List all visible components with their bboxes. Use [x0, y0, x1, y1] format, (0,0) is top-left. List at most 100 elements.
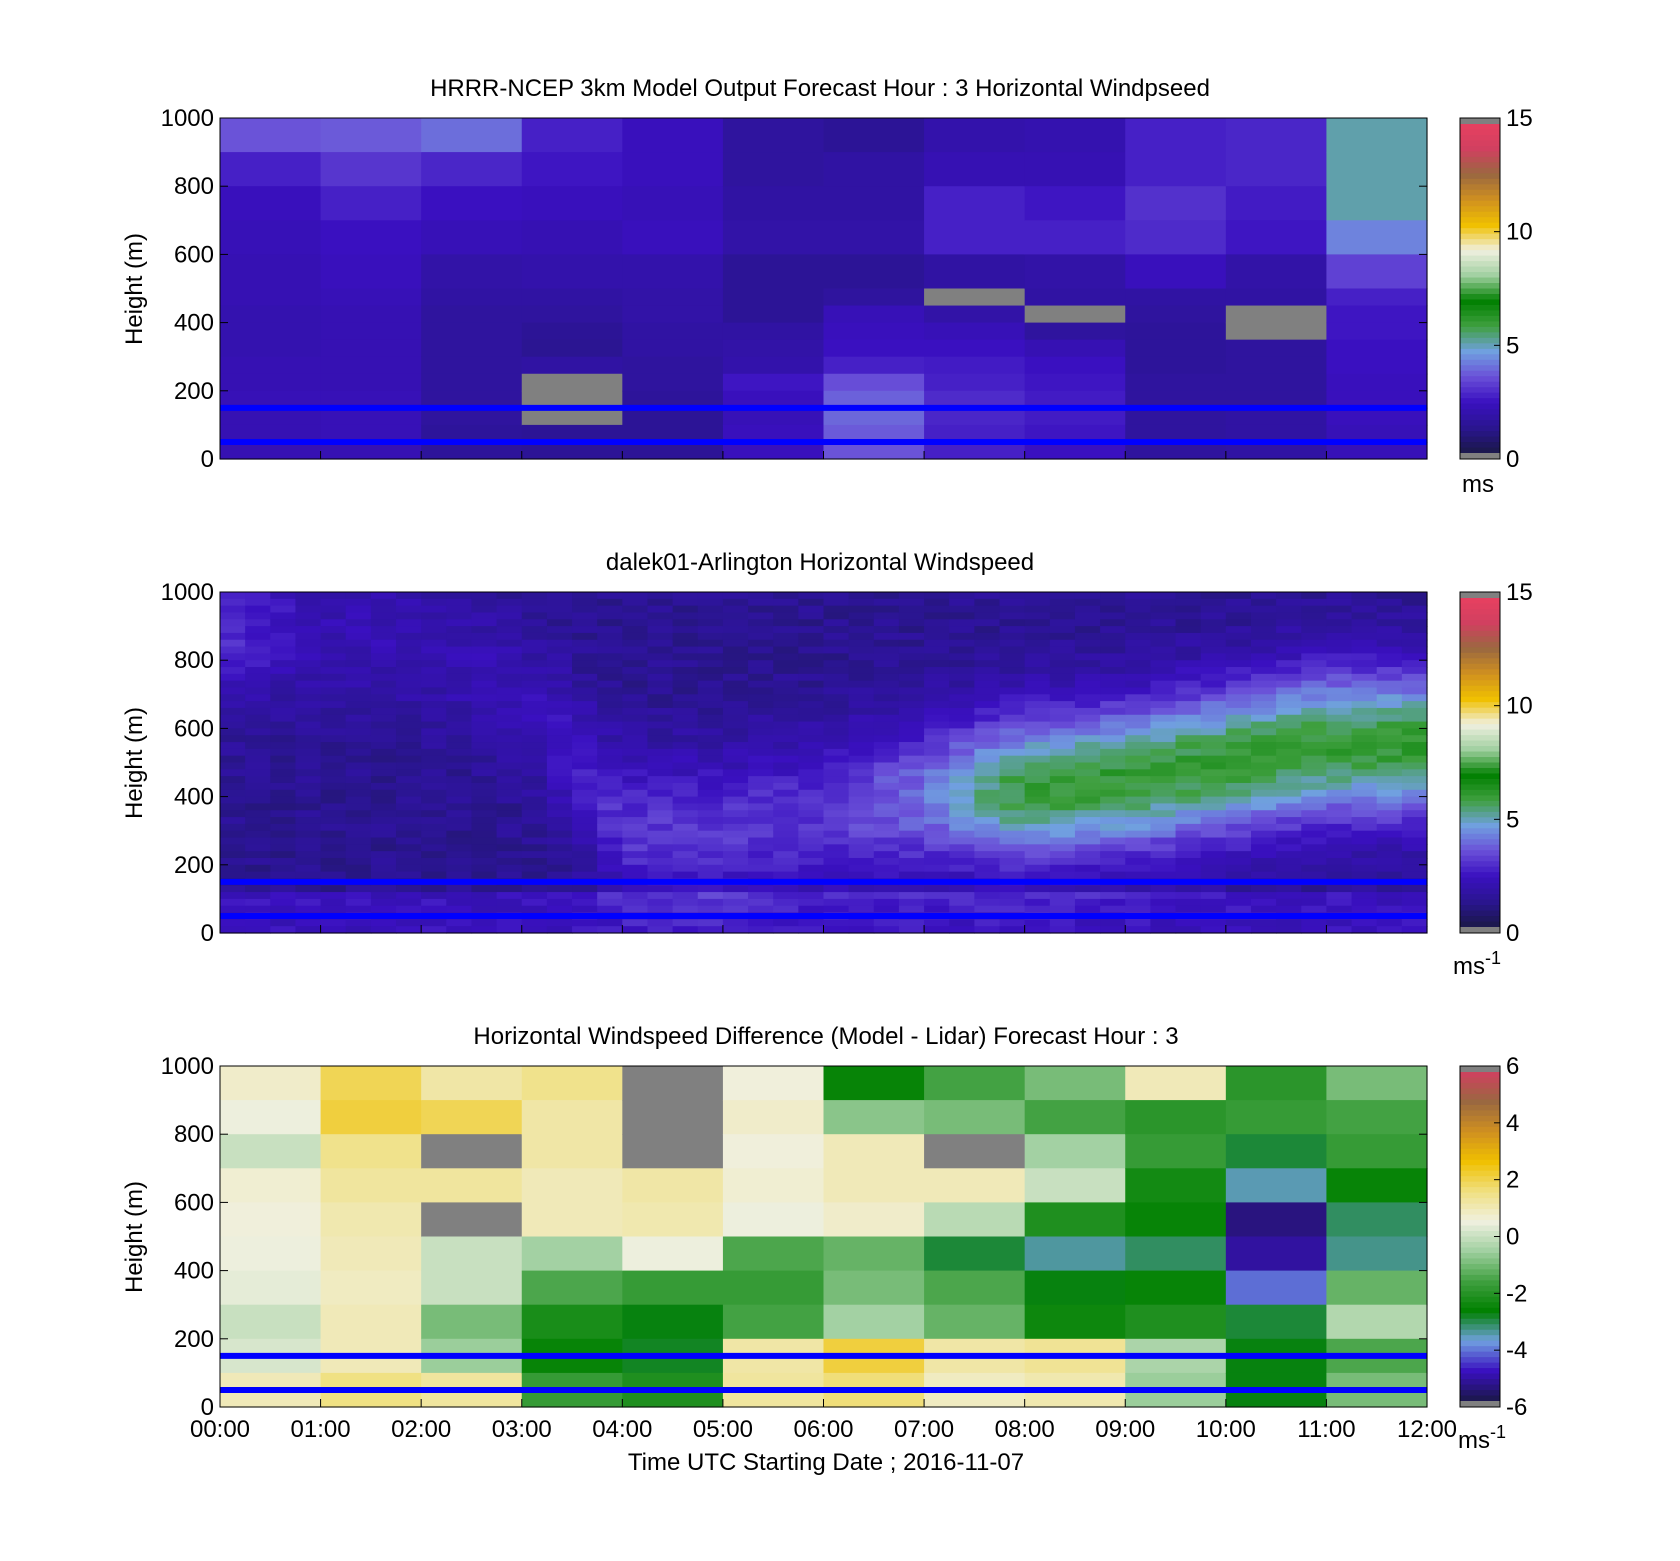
heatmap-cell: [898, 803, 925, 811]
heatmap-cell: [471, 694, 498, 702]
heatmap-cell: [798, 748, 825, 757]
heatmap-cell: [597, 680, 623, 689]
heatmap-cell: [396, 864, 422, 873]
heatmap-cell: [220, 424, 322, 443]
heatmap-cell: [848, 632, 875, 641]
heatmap-cell: [1326, 626, 1353, 634]
heatmap-cell: [1150, 639, 1177, 648]
heatmap-cell: [1225, 1304, 1328, 1340]
colorbar-swatch: [1460, 839, 1500, 846]
heatmap-cell: [1100, 653, 1126, 661]
heatmap-cell: [647, 769, 674, 777]
heatmap-cell: [220, 830, 246, 839]
colorbar-swatch: [1460, 1176, 1500, 1183]
heatmap-cell: [773, 721, 799, 729]
heatmap-cell: [496, 844, 523, 852]
heatmap-cell: [396, 905, 422, 914]
heatmap-cell: [1100, 667, 1126, 675]
heatmap-cell: [270, 619, 297, 627]
heatmap-cell: [1049, 803, 1076, 811]
heatmap-cell: [421, 742, 447, 750]
heatmap-cell: [823, 857, 850, 866]
heatmap-cell: [1074, 721, 1101, 729]
colorbar-swatch: [1460, 376, 1500, 383]
heatmap-cell: [1200, 851, 1227, 859]
heatmap-cell: [572, 728, 598, 736]
heatmap-cell: [1175, 707, 1202, 716]
heatmap-cell: [622, 919, 649, 927]
heatmap-cell: [1175, 823, 1202, 832]
heatmap-cell: [471, 769, 498, 777]
heatmap-cell: [496, 632, 523, 641]
heatmap-cell: [1200, 769, 1227, 777]
heatmap-cell: [722, 803, 749, 811]
panel-model-overlay-lines: [220, 404, 1427, 445]
heatmap-cell: [697, 660, 724, 668]
heatmap-cell: [722, 1100, 825, 1135]
colorbar-swatch: [1460, 1148, 1500, 1155]
heatmap-cell: [974, 748, 1001, 757]
heatmap-cell: [1401, 857, 1428, 866]
heatmap-cell: [873, 721, 900, 729]
heatmap-cell: [873, 905, 900, 914]
heatmap-cell: [546, 632, 573, 641]
heatmap-cell: [622, 803, 649, 811]
heatmap-cell: [1024, 305, 1126, 324]
heatmap-cell: [1024, 1236, 1126, 1272]
y-tick-label: 200: [174, 1326, 214, 1353]
heatmap-cell: [1250, 844, 1277, 852]
colorbar-swatch: [1460, 255, 1500, 262]
heatmap-cell: [748, 762, 774, 770]
heatmap-cell: [1125, 1066, 1227, 1101]
heatmap-cell: [496, 857, 523, 866]
heatmap-cell: [823, 424, 925, 443]
heatmap-cell: [823, 632, 850, 641]
heatmap-cell: [1401, 742, 1428, 750]
heatmap-cell: [1250, 742, 1277, 750]
heatmap-cell: [1401, 844, 1428, 852]
heatmap-cell: [697, 653, 724, 661]
heatmap-cell: [1024, 857, 1051, 866]
heatmap-cell: [1150, 619, 1177, 627]
heatmap-cell: [220, 694, 246, 702]
heatmap-cell: [773, 762, 799, 770]
colorbar-swatch: [1460, 910, 1500, 917]
y-tick-label: 400: [174, 784, 214, 811]
heatmap-cell: [1074, 632, 1101, 641]
heatmap-cell: [320, 755, 347, 764]
heatmap-cell: [1175, 769, 1202, 777]
heatmap-cell: [1049, 612, 1076, 620]
heatmap-cell: [1276, 823, 1302, 832]
heatmap-cell: [647, 810, 674, 818]
heatmap-cell: [1326, 762, 1353, 770]
heatmap-cell: [572, 742, 598, 750]
heatmap-cell: [1225, 707, 1252, 716]
heatmap-cell: [245, 817, 271, 825]
colorbar-swatch: [1460, 1159, 1500, 1166]
heatmap-cell: [421, 782, 447, 791]
heatmap-cell: [924, 626, 950, 634]
heatmap-cell: [622, 1270, 724, 1306]
heatmap-cell: [1125, 919, 1151, 927]
heatmap-cell: [1401, 898, 1428, 907]
heatmap-cell: [1376, 817, 1403, 825]
heatmap-cell: [1326, 220, 1428, 255]
heatmap-cell: [345, 844, 372, 852]
heatmap-cell: [1301, 776, 1328, 784]
heatmap-cell: [546, 619, 573, 627]
heatmap-cell: [370, 707, 397, 716]
heatmap-cell: [1125, 803, 1151, 811]
heatmap-cell: [1326, 632, 1353, 641]
heatmap-cell: [1200, 701, 1227, 709]
heatmap-cell: [1074, 687, 1101, 695]
colorbar-swatch: [1460, 365, 1500, 372]
heatmap-cell: [1049, 926, 1076, 934]
heatmap-cell: [1351, 605, 1378, 614]
heatmap-cell: [320, 639, 347, 648]
heatmap-cell: [1024, 905, 1051, 914]
heatmap-cell: [999, 919, 1026, 927]
heatmap-cell: [672, 660, 699, 668]
colorbar-swatch: [1460, 861, 1500, 868]
heatmap-cell: [999, 830, 1026, 839]
heatmap-cell: [446, 776, 473, 784]
